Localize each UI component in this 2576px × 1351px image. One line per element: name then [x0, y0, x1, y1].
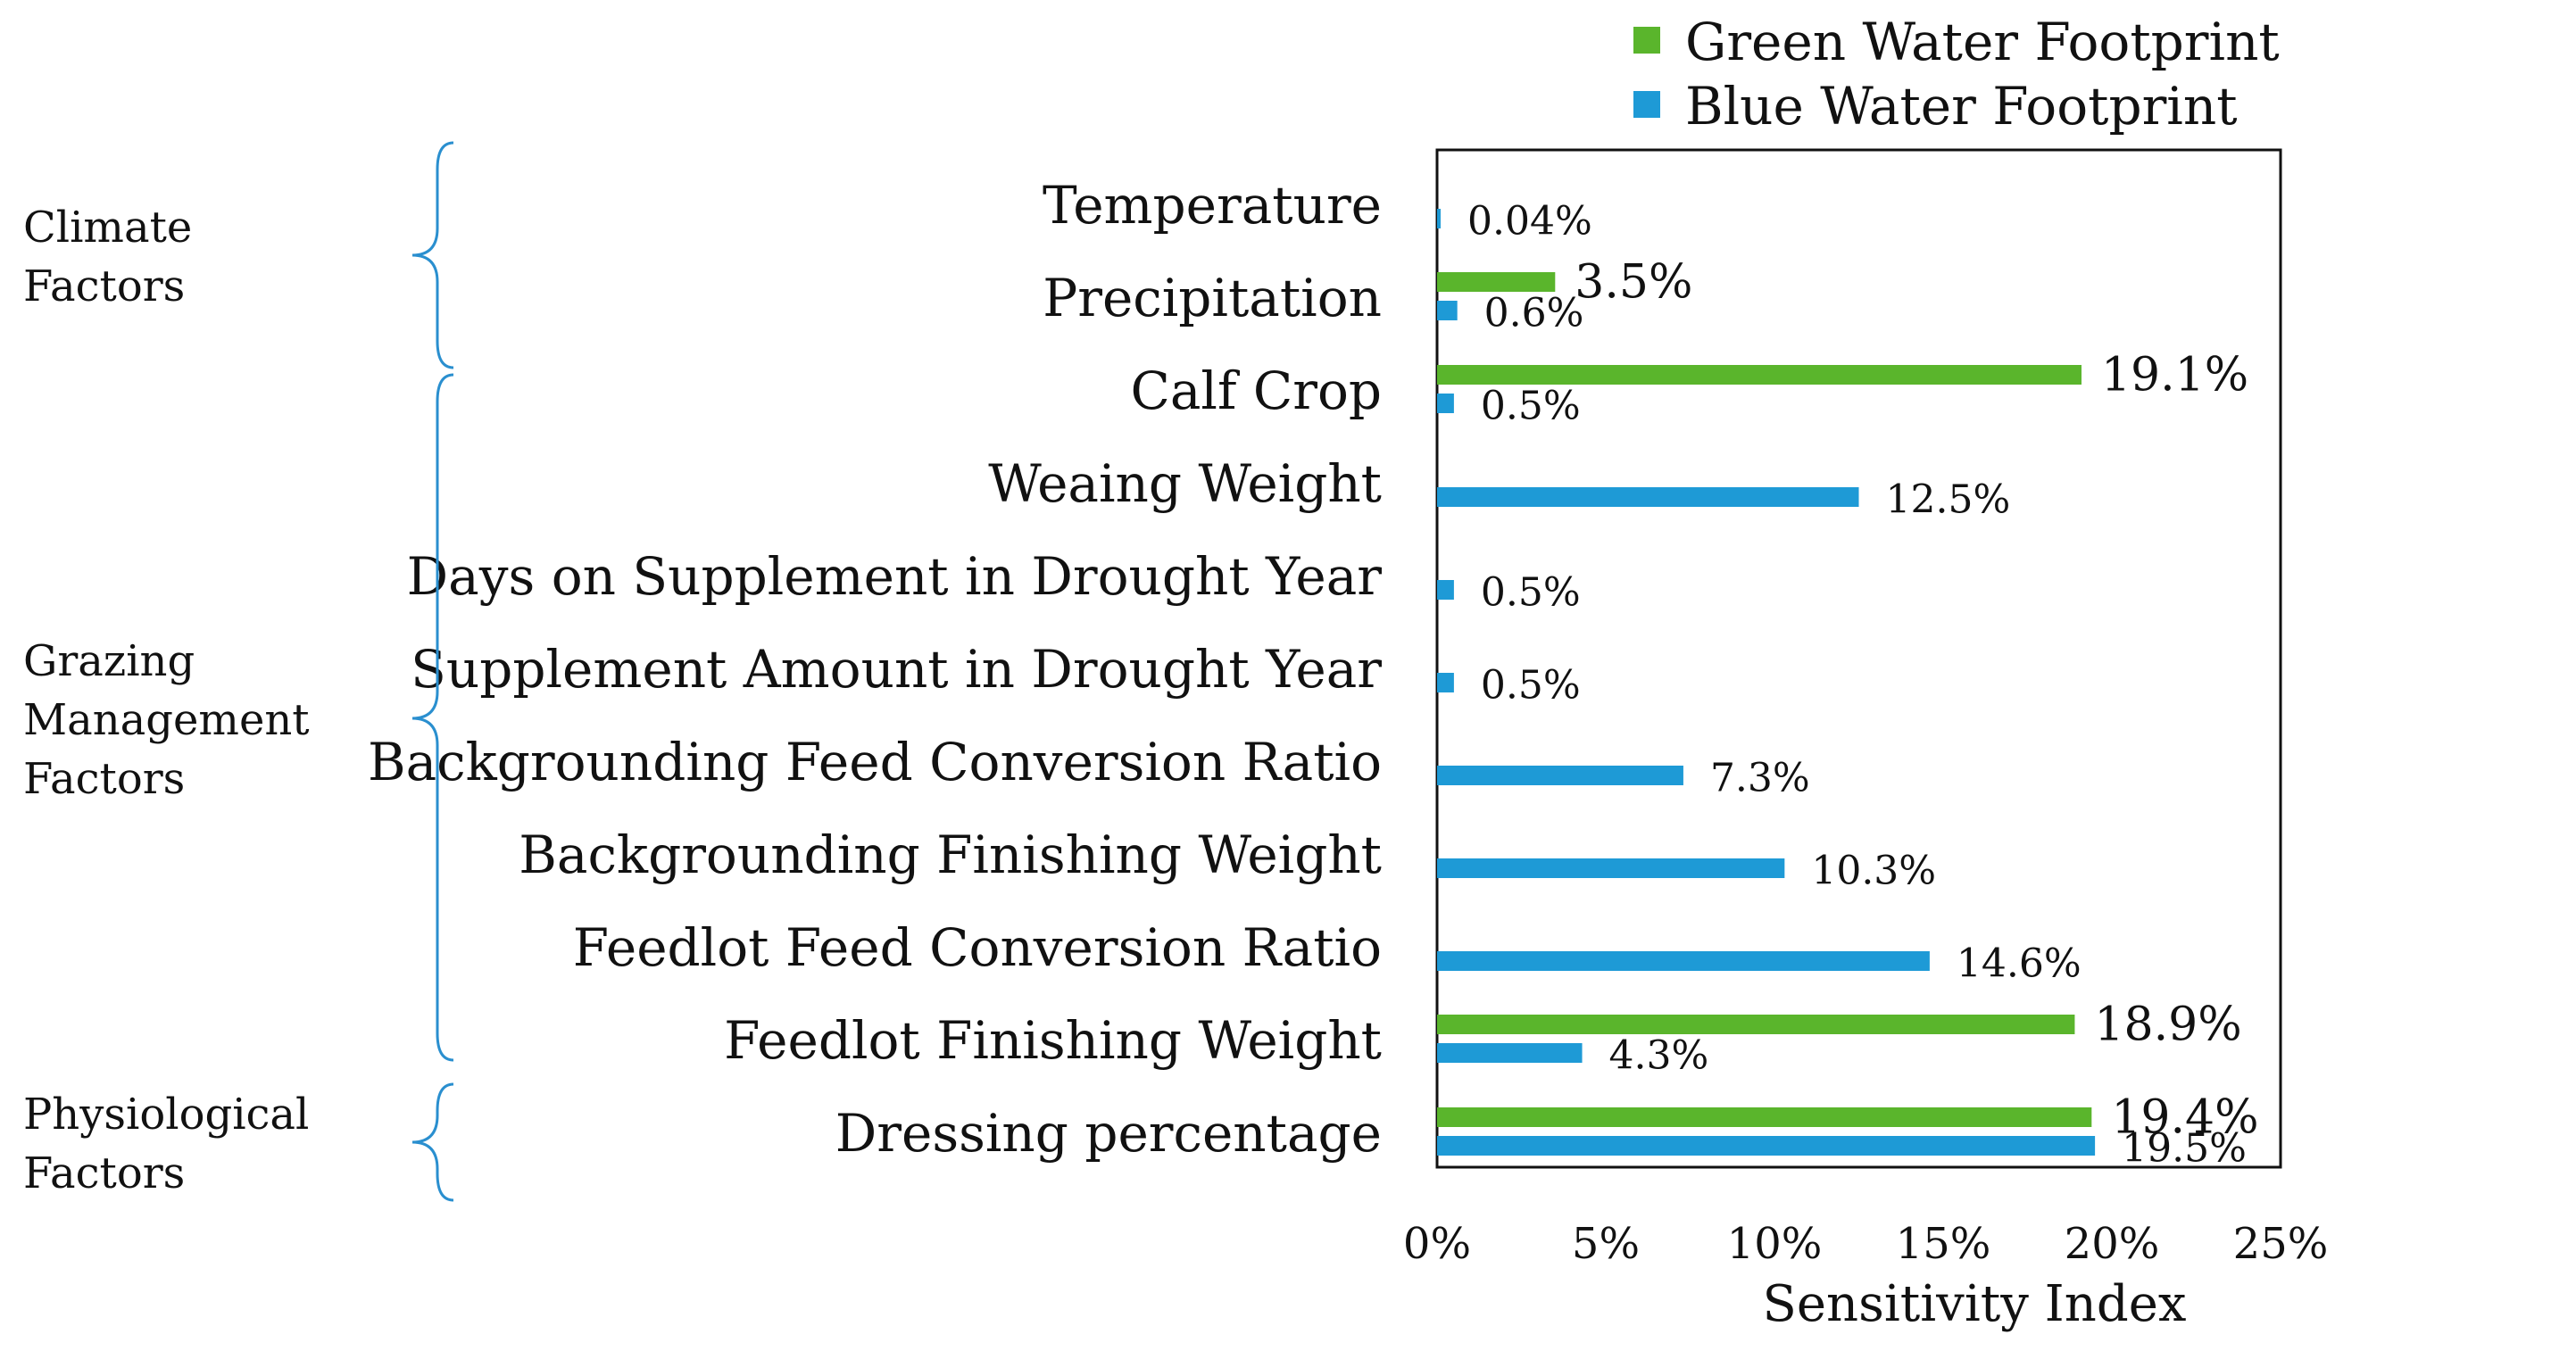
legend-swatch-green-water-footprint	[1633, 27, 1660, 54]
group-label-physiological-factors: Physiological Factors	[23, 1090, 309, 1198]
data-label-blue-calf-crop: 0.5%	[1481, 384, 1581, 429]
bar-blue-backgrounding-finishing-weight	[1437, 858, 1785, 878]
bar-blue-weaing-weight	[1437, 487, 1859, 507]
bar-blue-days-on-supplement-in-drought-year	[1437, 580, 1454, 600]
bar-green-precipitation	[1437, 272, 1556, 292]
legend-label-green-water-footprint: Green Water Footprint	[1685, 12, 2280, 72]
category-label-days-on-supplement-in-drought-year: Days on Supplement in Drought Year	[407, 546, 1383, 607]
bar-blue-feedlot-feed-conversion-ratio	[1437, 951, 1930, 971]
legend-swatch-blue-water-footprint	[1633, 91, 1660, 118]
data-label-blue-backgrounding-feed-conversion-ratio: 7.3%	[1710, 756, 1810, 801]
bar-blue-calf-crop	[1437, 394, 1454, 413]
category-label-feedlot-finishing-weight: Feedlot Finishing Weight	[724, 1010, 1382, 1071]
data-label-blue-dressing-percentage: 19.5%	[2122, 1126, 2247, 1172]
bar-blue-temperature	[1437, 209, 1441, 228]
category-label-backgrounding-feed-conversion-ratio: Backgrounding Feed Conversion Ratio	[368, 732, 1382, 792]
data-label-blue-precipitation: 0.6%	[1484, 291, 1584, 336]
bar-blue-dressing-percentage	[1437, 1136, 2096, 1156]
x-tick-label: 0%	[1403, 1219, 1471, 1269]
data-label-blue-days-on-supplement-in-drought-year: 0.5%	[1481, 570, 1581, 616]
plot-area-frame	[1435, 148, 2282, 1169]
data-label-blue-feedlot-finishing-weight: 4.3%	[1609, 1033, 1709, 1079]
category-label-feedlot-feed-conversion-ratio: Feedlot Feed Conversion Ratio	[573, 917, 1382, 978]
group-brace-climate-factors	[411, 141, 454, 369]
data-label-green-dressing-percentage: 19.4%	[2111, 1091, 2258, 1145]
data-label-green-precipitation: 3.5%	[1575, 256, 1692, 310]
category-label-precipitation: Precipitation	[1043, 268, 1382, 328]
data-label-green-feedlot-finishing-weight: 18.9%	[2094, 999, 2241, 1052]
bar-blue-supplement-amount-in-drought-year	[1437, 673, 1454, 692]
category-label-calf-crop: Calf Crop	[1130, 361, 1382, 421]
x-axis-title: Sensitivity Index	[1763, 1275, 2187, 1333]
group-label-grazing-management-factors: Grazing Management Factors	[23, 636, 310, 804]
data-label-blue-weaing-weight: 12.5%	[1886, 477, 2011, 523]
legend-label-blue-water-footprint: Blue Water Footprint	[1685, 76, 2238, 137]
category-label-supplement-amount-in-drought-year: Supplement Amount in Drought Year	[411, 639, 1382, 700]
x-tick-label: 15%	[1896, 1219, 1991, 1269]
bar-blue-backgrounding-feed-conversion-ratio	[1437, 766, 1683, 785]
x-tick-label: 5%	[1572, 1219, 1640, 1269]
data-label-blue-backgrounding-finishing-weight: 10.3%	[1811, 849, 1936, 894]
group-brace-physiological-factors	[411, 1082, 454, 1202]
bar-green-calf-crop	[1437, 365, 2082, 385]
x-tick-label: 10%	[1727, 1219, 1823, 1269]
x-tick-label: 20%	[2065, 1219, 2160, 1269]
data-label-blue-feedlot-feed-conversion-ratio: 14.6%	[1957, 941, 2082, 987]
data-label-blue-supplement-amount-in-drought-year: 0.5%	[1481, 663, 1581, 709]
group-brace-grazing-management-factors	[411, 373, 454, 1062]
data-label-green-calf-crop: 19.1%	[2101, 349, 2248, 402]
category-label-temperature: Temperature	[1043, 175, 1382, 236]
bar-green-feedlot-finishing-weight	[1437, 1015, 2075, 1034]
bar-blue-precipitation	[1437, 301, 1458, 320]
category-label-weaing-weight: Weaing Weight	[988, 453, 1382, 514]
x-tick-label: 25%	[2233, 1219, 2329, 1269]
category-label-dressing-percentage: Dressing percentage	[835, 1103, 1382, 1164]
data-label-blue-temperature: 0.04%	[1467, 199, 1592, 245]
bar-green-dressing-percentage	[1437, 1107, 2092, 1127]
bar-blue-feedlot-finishing-weight	[1437, 1043, 1583, 1063]
group-label-climate-factors: Climate Factors	[23, 203, 192, 311]
category-label-backgrounding-finishing-weight: Backgrounding Finishing Weight	[519, 825, 1382, 885]
